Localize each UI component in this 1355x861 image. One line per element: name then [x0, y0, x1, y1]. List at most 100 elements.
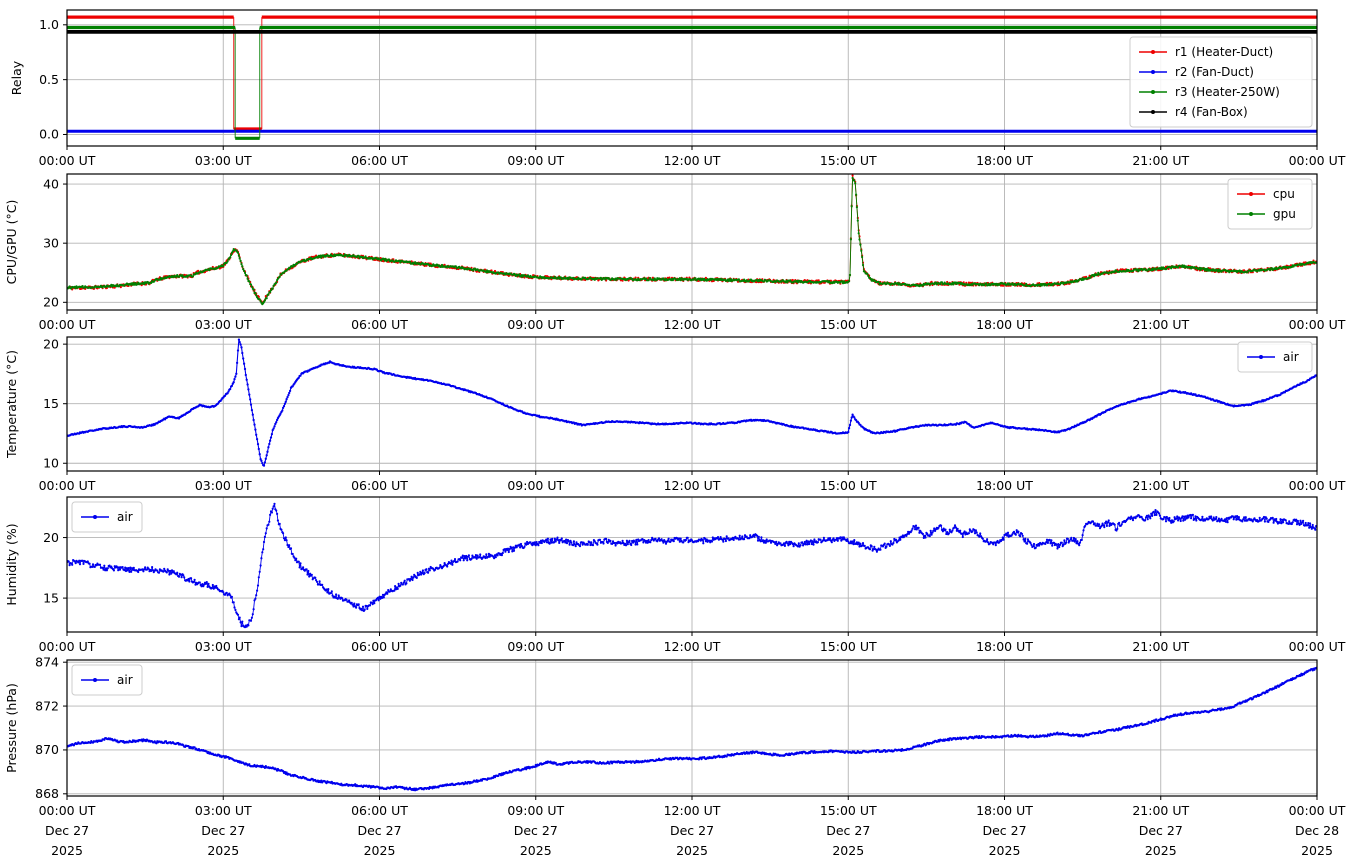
x-tick-label: 21:00 UT [1132, 803, 1189, 818]
x-tick-label: 00:00 UT [1289, 803, 1346, 818]
legend-label: r3 (Heater-250W) [1175, 85, 1280, 99]
x-tick-label: 00:00 UT [1289, 153, 1346, 168]
x-tick-label: 21:00 UT [1132, 639, 1189, 654]
y-axis-label: Relay [9, 60, 24, 95]
x-tick-label: 00:00 UT [39, 317, 96, 332]
y-axis-label: CPU/GPU (°C) [4, 200, 19, 285]
x-tick-label: 06:00 UT [351, 317, 408, 332]
y-axis-label: Temperature (°C) [4, 350, 19, 459]
y-tick-label: 0.5 [39, 72, 59, 87]
legend: air [1237, 341, 1313, 373]
x-tick-label: 15:00 UT [820, 317, 877, 332]
y-tick-label: 20 [43, 530, 59, 545]
x-tick-label: 21:00 UT [1132, 478, 1189, 493]
y-tick-label: 10 [43, 455, 59, 470]
legend-marker [1249, 212, 1253, 216]
x-tick-label: 12:00 UT [664, 317, 721, 332]
x-tick-date-label: Dec 27 [201, 823, 245, 838]
x-tick-year-label: 2025 [364, 843, 396, 858]
x-tick-date-label: Dec 27 [357, 823, 401, 838]
x-tick-label: 03:00 UT [195, 639, 252, 654]
x-tick-date-label: Dec 27 [1139, 823, 1183, 838]
legend-label: r1 (Heater-Duct) [1175, 45, 1273, 59]
x-tick-year-label: 2025 [520, 843, 552, 858]
panel-pressure: 00:00 UT Dec 27 2025 03:00 UT Dec 27 2025 06:0… [4, 654, 1346, 858]
x-tick-year-label: 2025 [207, 843, 239, 858]
x-tick-year-label: 2025 [1301, 843, 1333, 858]
x-tick-label: 03:00 UT [195, 317, 252, 332]
x-tick-label: 21:00 UT [1132, 153, 1189, 168]
y-tick-label: 872 [35, 698, 59, 713]
x-tick-label: 03:00 UT [195, 478, 252, 493]
legend-marker [1259, 355, 1263, 359]
series-r1-step [233, 17, 263, 129]
legend-marker [93, 515, 97, 519]
legend: air [71, 664, 143, 696]
legend-label: cpu [1273, 187, 1295, 201]
x-tick-year-label: 2025 [832, 843, 864, 858]
x-tick-label: 18:00 UT [976, 639, 1033, 654]
legend: air [71, 501, 143, 533]
x-tick-label: 06:00 UT [351, 153, 408, 168]
x-tick-year-label: 2025 [676, 843, 708, 858]
x-tick-label: 12:00 UT [664, 478, 721, 493]
x-tick-label: 06:00 UT [351, 478, 408, 493]
x-tick-label: 09:00 UT [507, 317, 564, 332]
x-tick-year-label: 2025 [51, 843, 83, 858]
x-tick-label: 09:00 UT [507, 639, 564, 654]
x-tick-date-label: Dec 27 [982, 823, 1026, 838]
x-tick-label: 09:00 UT [507, 153, 564, 168]
x-tick-date-label: Dec 27 [826, 823, 870, 838]
legend-marker [93, 678, 97, 682]
y-tick-label: 1.0 [39, 17, 59, 32]
x-tick-label: 00:00 UT [39, 803, 96, 818]
legend-marker [1151, 70, 1155, 74]
x-tick-date-label: Dec 27 [670, 823, 714, 838]
x-tick-date-label: Dec 28 [1295, 823, 1339, 838]
y-axis-label: Pressure (hPa) [4, 683, 19, 773]
x-tick-label: 03:00 UT [195, 803, 252, 818]
y-tick-label: 874 [35, 654, 59, 669]
panel-humidity: 00:00 UT 03:00 UT 06:00 UT 09:00 UT 12:00 UT… [4, 496, 1346, 654]
plot-area [67, 502, 1317, 629]
legend-box [1129, 36, 1313, 128]
y-tick-label: 30 [43, 235, 59, 250]
x-tick-label: 09:00 UT [507, 803, 564, 818]
legend-label: r2 (Fan-Duct) [1175, 65, 1254, 79]
legend-label: air [117, 673, 133, 687]
legend-label: r4 (Fan-Box) [1175, 105, 1248, 119]
x-tick-label: 12:00 UT [664, 639, 721, 654]
x-tick-label: 21:00 UT [1132, 317, 1189, 332]
legend-marker [1151, 90, 1155, 94]
x-tick-label: 18:00 UT [976, 478, 1033, 493]
plot-area [67, 15, 1317, 140]
x-tick-label: 12:00 UT [664, 803, 721, 818]
x-tick-label: 00:00 UT [39, 639, 96, 654]
legend-box [1227, 178, 1313, 230]
x-tick-label: 00:00 UT [39, 153, 96, 168]
y-tick-label: 40 [43, 176, 59, 191]
x-tick-year-label: 2025 [1145, 843, 1177, 858]
x-tick-label: 06:00 UT [351, 639, 408, 654]
legend: r1 (Heater-Duct) r2 (Fan-Duct) r3 (Heater-… [1129, 36, 1313, 128]
y-tick-label: 0.0 [39, 127, 59, 142]
panel-cpu-gpu-temp: 00:00 UT 03:00 UT 06:00 UT 09:00 UT 12:00 UT… [4, 173, 1346, 332]
x-tick-label: 00:00 UT [1289, 478, 1346, 493]
y-tick-label: 15 [43, 590, 59, 605]
legend-label: air [1283, 350, 1299, 364]
x-tick-label: 15:00 UT [820, 153, 877, 168]
y-tick-label: 20 [43, 336, 59, 351]
panel-relay: 00:00 UT 03:00 UT 06:00 UT 09:00 UT 12:00 UT… [9, 9, 1346, 168]
x-tick-label: 00:00 UT [1289, 639, 1346, 654]
x-tick-label: 18:00 UT [976, 317, 1033, 332]
y-tick-label: 868 [35, 786, 59, 801]
y-tick-label: 20 [43, 295, 59, 310]
series-r3 [67, 25, 1317, 140]
legend-marker [1249, 192, 1253, 196]
panel-air-temperature: 00:00 UT 03:00 UT 06:00 UT 09:00 UT 12:00 UT… [4, 336, 1346, 493]
x-tick-label: 00:00 UT [1289, 317, 1346, 332]
x-tick-label: 03:00 UT [195, 153, 252, 168]
y-tick-label: 15 [43, 396, 59, 411]
legend-label: air [117, 510, 133, 524]
